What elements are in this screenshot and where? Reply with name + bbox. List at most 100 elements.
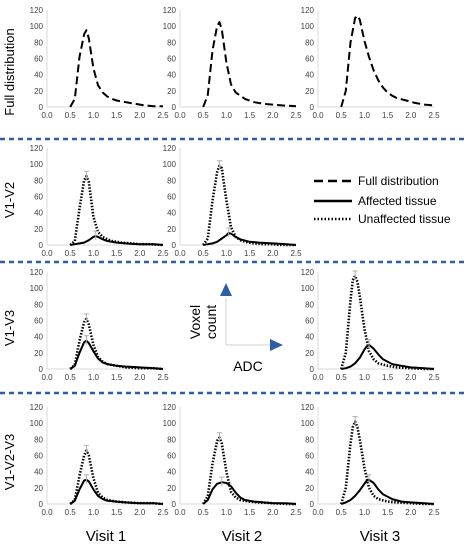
x-tick-label: 1.5 <box>244 249 256 258</box>
x-tick-label: 0.5 <box>198 508 210 517</box>
series-line-dotted <box>202 436 296 506</box>
y-tick-label: 120 <box>30 403 44 412</box>
x-tick-label: 1.5 <box>244 508 256 517</box>
x-tick-label: 2.5 <box>428 373 440 382</box>
x-tick-label: 2.5 <box>290 508 302 517</box>
x-tick-label: 2.0 <box>134 373 146 382</box>
y-tick-label: 60 <box>305 452 314 461</box>
chart-panel: 0 20 40 60 80 100 120 0.0 0.5 1.0 1.5 2.0 2.5 <box>301 403 440 517</box>
y-tick-label: 60 <box>167 55 176 64</box>
x-tick-label: 0.5 <box>65 249 77 258</box>
y-tick-label: 60 <box>167 193 176 202</box>
y-tick-label: 120 <box>30 6 44 15</box>
x-tick-label: 1.0 <box>88 249 100 258</box>
x-tick-label: 1.0 <box>359 373 371 382</box>
x-tick-label: 1.0 <box>359 508 371 517</box>
y-tick-label: 80 <box>167 38 176 47</box>
x-tick-label: 0.0 <box>174 508 186 517</box>
series-line-dotted <box>69 449 164 506</box>
y-tick-label: 40 <box>305 468 314 477</box>
x-tick-label: 2.5 <box>157 249 169 258</box>
series-line-solid <box>202 481 297 505</box>
y-tick-label: 0 <box>172 103 177 112</box>
series-line-dashed <box>202 21 297 108</box>
y-tick-label: 100 <box>301 284 315 293</box>
inset-y-label-line1: Voxel <box>187 305 203 339</box>
y-tick-label: 100 <box>163 419 177 428</box>
y-tick-label: 120 <box>30 268 44 277</box>
series-line-dashed <box>69 29 163 108</box>
x-arrow-icon <box>270 339 283 351</box>
y-tick-label: 80 <box>305 38 314 47</box>
x-tick-label: 2.0 <box>267 508 279 517</box>
chart-panel: 0 20 40 60 80 100 120 0.0 0.5 1.0 1.5 2.0 2.5 <box>30 268 169 382</box>
y-tick-label: 0 <box>39 365 44 374</box>
chart-panel: 0 20 40 60 80 100 120 0.0 0.5 1.0 1.5 2.0 2.5 <box>163 6 302 120</box>
x-tick-label: 2.5 <box>290 249 302 258</box>
x-tick-label: 1.0 <box>88 508 100 517</box>
y-tick-label: 20 <box>34 87 43 96</box>
x-tick-label: 1.5 <box>111 373 123 382</box>
y-tick-label: 20 <box>167 225 176 234</box>
x-tick-label: 2.0 <box>134 508 146 517</box>
y-tick-label: 0 <box>310 500 315 509</box>
x-tick-label: 0.0 <box>312 373 324 382</box>
x-tick-label: 0.5 <box>198 111 210 120</box>
inset-x-label: ADC <box>233 358 263 374</box>
x-tick-label: 2.5 <box>290 111 302 120</box>
y-tick-label: 80 <box>167 176 176 185</box>
y-tick-label: 20 <box>167 484 176 493</box>
series-line-dotted <box>339 420 434 506</box>
x-tick-label: 0.5 <box>336 508 348 517</box>
y-tick-label: 60 <box>167 452 176 461</box>
x-tick-label: 1.5 <box>111 508 123 517</box>
y-tick-label: 120 <box>30 144 44 153</box>
y-tick-label: 80 <box>305 300 314 309</box>
x-tick-label: 2.0 <box>267 111 279 120</box>
y-tick-label: 120 <box>163 403 177 412</box>
x-tick-label: 1.0 <box>221 111 233 120</box>
chart-panel: 0 20 40 60 80 100 120 0.0 0.5 1.0 1.5 2.0 2.5 <box>301 268 440 382</box>
y-tick-label: 0 <box>39 500 44 509</box>
x-tick-label: 2.5 <box>157 508 169 517</box>
series-line-solid <box>69 478 164 505</box>
x-tick-label: 1.0 <box>359 111 371 120</box>
y-tick-label: 80 <box>34 435 43 444</box>
y-tick-label: 0 <box>172 241 177 250</box>
y-tick-label: 120 <box>301 403 315 412</box>
x-tick-label: 1.5 <box>111 111 123 120</box>
series-line-solid <box>340 478 435 505</box>
x-tick-label: 2.0 <box>405 373 417 382</box>
series-line-dotted <box>202 164 296 247</box>
x-tick-label: 0.5 <box>65 508 77 517</box>
y-tick-label: 40 <box>34 333 43 342</box>
y-tick-label: 0 <box>310 365 315 374</box>
series-line-dotted <box>69 175 164 247</box>
x-tick-label: 0.5 <box>65 111 77 120</box>
series-line-solid <box>203 231 297 246</box>
x-tick-label: 0.0 <box>41 249 53 258</box>
y-tick-label: 80 <box>34 176 43 185</box>
x-tick-label: 0.0 <box>174 249 186 258</box>
x-tick-label: 0.5 <box>198 249 210 258</box>
y-tick-label: 40 <box>305 71 314 80</box>
y-tick-label: 60 <box>305 317 314 326</box>
x-tick-label: 1.5 <box>382 111 394 120</box>
y-tick-label: 80 <box>34 38 43 47</box>
chart-panel: 0 20 40 60 80 100 120 0.0 0.5 1.0 1.5 2.0 2.5 <box>30 144 169 258</box>
column-label-visit-1: Visit 1 <box>86 528 127 545</box>
y-tick-label: 20 <box>167 87 176 96</box>
series-line-dashed <box>340 14 435 108</box>
y-tick-label: 60 <box>34 452 43 461</box>
x-tick-label: 2.0 <box>134 249 146 258</box>
x-tick-label: 0.5 <box>336 111 348 120</box>
y-tick-label: 20 <box>305 349 314 358</box>
y-tick-label: 100 <box>30 284 44 293</box>
x-tick-label: 0.0 <box>41 508 53 517</box>
chart-panel: 0 20 40 60 80 100 120 0.0 0.5 1.0 1.5 2.0 2.5 <box>163 403 302 517</box>
x-tick-label: 1.0 <box>221 249 233 258</box>
y-tick-label: 40 <box>167 209 176 218</box>
row-label-full-distribution: Full distribution <box>2 28 17 115</box>
y-tick-label: 20 <box>34 349 43 358</box>
